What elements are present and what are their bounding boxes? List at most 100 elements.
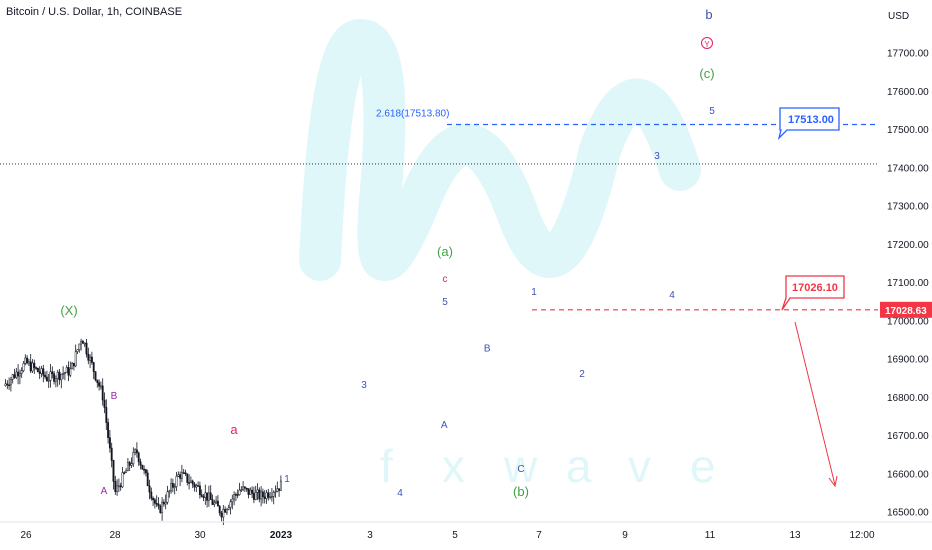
candle: [58, 369, 61, 385]
candle-body: [13, 374, 16, 378]
candle: [36, 367, 39, 373]
candle: [278, 488, 281, 497]
y-tick-label: 16900.00: [887, 355, 929, 366]
wave-label: B: [484, 343, 491, 354]
candle: [33, 359, 36, 374]
price-axis[interactable]: USD 16500.00 16600.00 16700.00 16800.00 16900…: [880, 11, 932, 519]
y-tick-label: 17200.00: [887, 240, 929, 251]
candle-body: [99, 385, 102, 388]
candle: [261, 488, 264, 504]
candle: [81, 339, 84, 344]
candle-body: [261, 491, 264, 498]
y-tick-label: 16800.00: [887, 393, 929, 404]
candle-body: [220, 512, 223, 518]
candle-body: [123, 472, 126, 474]
candle: [193, 481, 196, 492]
candle: [101, 378, 104, 406]
candle-body: [143, 469, 146, 471]
candle: [135, 442, 138, 458]
candle: [260, 486, 263, 507]
candle-body: [44, 374, 47, 378]
candle: [191, 479, 194, 489]
current-price-value: 17028.63: [885, 306, 927, 317]
candle-body: [206, 492, 209, 501]
candle-body: [74, 351, 77, 367]
candle: [152, 496, 155, 506]
candle: [207, 485, 210, 507]
candle: [242, 481, 245, 492]
candle-body: [108, 437, 111, 449]
time-axis[interactable]: 26 28 30 2023 3 5 7 9 11 13 12:00: [0, 521, 932, 541]
candle: [62, 366, 65, 380]
candle: [168, 489, 171, 498]
candle: [42, 364, 45, 383]
x-tick-label: 26: [20, 530, 32, 541]
candle-body: [189, 480, 192, 483]
candle-body: [31, 362, 34, 372]
candle-body: [144, 469, 147, 474]
candle-body: [260, 491, 263, 500]
watermark-letter: a: [566, 440, 592, 492]
candle-body: [278, 488, 281, 491]
fib-callout-box: [777, 107, 840, 141]
candle: [279, 475, 282, 491]
y-tick-label: 16600.00: [887, 469, 929, 480]
candle-body: [236, 494, 239, 496]
candle-body: [117, 485, 120, 488]
candle: [225, 508, 228, 516]
candle-body: [40, 368, 43, 374]
wave-label: (c): [699, 66, 714, 81]
candle-body: [92, 362, 95, 372]
candle: [195, 483, 198, 493]
candle-body: [60, 374, 63, 381]
candle-body: [252, 493, 255, 500]
y-tick-label: 17400.00: [887, 163, 929, 174]
candle-body: [229, 501, 232, 508]
candle-body: [254, 492, 257, 500]
candle: [87, 347, 90, 365]
candle-body: [207, 492, 210, 501]
candle-body: [38, 371, 41, 374]
candle-body: [83, 342, 86, 345]
candle: [272, 490, 275, 505]
candle: [96, 379, 99, 388]
current-price-tag[interactable]: 17028.63: [880, 301, 932, 318]
candle-body: [137, 452, 140, 463]
candle-body: [274, 491, 277, 493]
watermark-letter: w: [503, 440, 538, 492]
candle-body: [240, 489, 243, 491]
candle-body: [18, 373, 21, 377]
candle: [76, 349, 79, 354]
projection-arrow-line: [794, 321, 836, 486]
candle: [67, 361, 70, 382]
candle-body: [87, 353, 90, 361]
y-tick-label: 17600.00: [887, 87, 929, 98]
candle: [29, 353, 32, 374]
candle-body: [4, 383, 7, 387]
candle: [94, 371, 97, 382]
candle-body: [56, 371, 59, 379]
candle-body: [128, 462, 131, 466]
candle: [72, 362, 75, 371]
candle-body: [42, 368, 45, 376]
wave-label: b: [705, 7, 712, 22]
wave-label: B: [111, 391, 118, 402]
candle: [213, 499, 216, 508]
candle: [220, 510, 223, 522]
candle-body: [224, 509, 227, 513]
candle: [173, 483, 176, 495]
candle-body: [116, 485, 119, 492]
wave-label: 3: [654, 151, 660, 162]
candle-body: [161, 501, 164, 513]
wave-label: (a): [437, 244, 453, 259]
wave-label: 1: [531, 287, 537, 298]
candle: [179, 471, 182, 487]
candle-body: [270, 496, 273, 498]
candle: [22, 361, 25, 373]
candle: [177, 471, 180, 478]
candle-series: [4, 338, 282, 526]
candle: [45, 370, 48, 382]
candle: [80, 338, 83, 351]
currency-label: USD: [888, 11, 909, 22]
